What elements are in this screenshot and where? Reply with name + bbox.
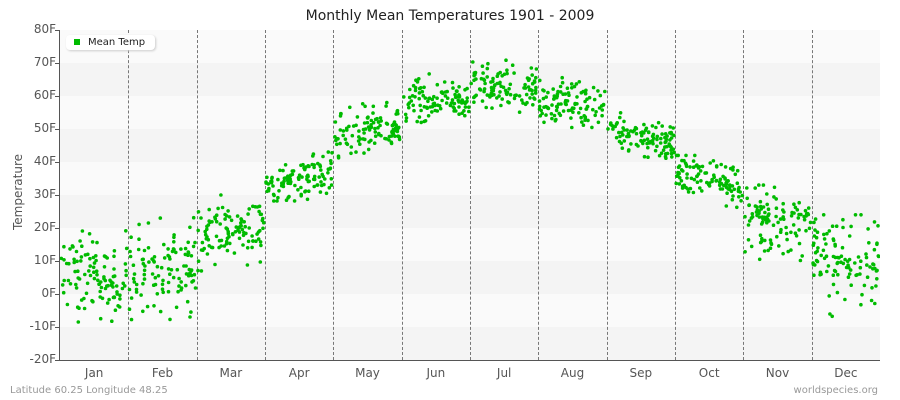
y-tick-label: 30F [33,187,56,201]
month-divider [265,30,266,360]
x-tick-label: Sep [629,366,653,380]
x-axis-line [59,360,880,361]
y-tick-mark [55,30,60,31]
x-tick-label: Nov [765,366,790,380]
y-tick-label: 70F [33,55,56,69]
y-tick-mark [55,129,60,130]
month-divider [675,30,676,360]
y-tick-mark [55,294,60,295]
y-tick-mark [55,327,60,328]
y-tick-label: -20F [29,352,56,366]
coordinates-caption: Latitude 60.25 Longitude 48.25 [10,385,168,396]
y-tick-label: 20F [33,220,56,234]
chart-title: Monthly Mean Temperatures 1901 - 2009 [305,8,595,24]
month-divider [607,30,608,360]
x-tick-label: Mar [219,366,243,380]
x-tick-label: May [355,366,380,380]
month-divider [197,30,198,360]
y-tick-label: 10F [33,253,56,267]
x-tick-label: Jun [426,366,446,380]
y-tick-mark [55,360,60,361]
y-tick-mark [55,261,60,262]
y-tick-mark [55,96,60,97]
y-tick-label: 80F [33,22,56,36]
legend: Mean Temp [66,35,156,50]
legend-swatch-icon [74,39,80,45]
y-tick-mark [55,228,60,229]
y-tick-mark [55,63,60,64]
x-tick-label: Aug [560,366,585,380]
month-divider [128,30,129,360]
x-tick-label: Jan [84,366,104,380]
x-tick-label: Feb [151,366,174,380]
x-tick-label: Apr [288,366,310,380]
month-divider [333,30,334,360]
scatter-points [60,58,880,324]
month-divider [812,30,813,360]
month-divider [538,30,539,360]
y-axis-line [59,30,60,361]
month-divider [402,30,403,360]
x-tick-label: Jul [496,366,512,380]
y-tick-label: -10F [29,319,56,333]
x-tick-label: Oct [698,366,720,380]
y-tick-mark [55,162,60,163]
y-tick-mark [55,195,60,196]
y-tick-label: 0F [41,286,56,300]
plot-area [60,30,880,360]
y-tick-label: 40F [33,154,56,168]
y-tick-label: 50F [33,121,56,135]
source-credit: worldspecies.org [793,385,878,396]
legend-label: Mean Temp [88,37,146,48]
x-tick-label: Dec [834,366,858,380]
y-tick-label: 60F [33,88,56,102]
month-divider [470,30,471,360]
